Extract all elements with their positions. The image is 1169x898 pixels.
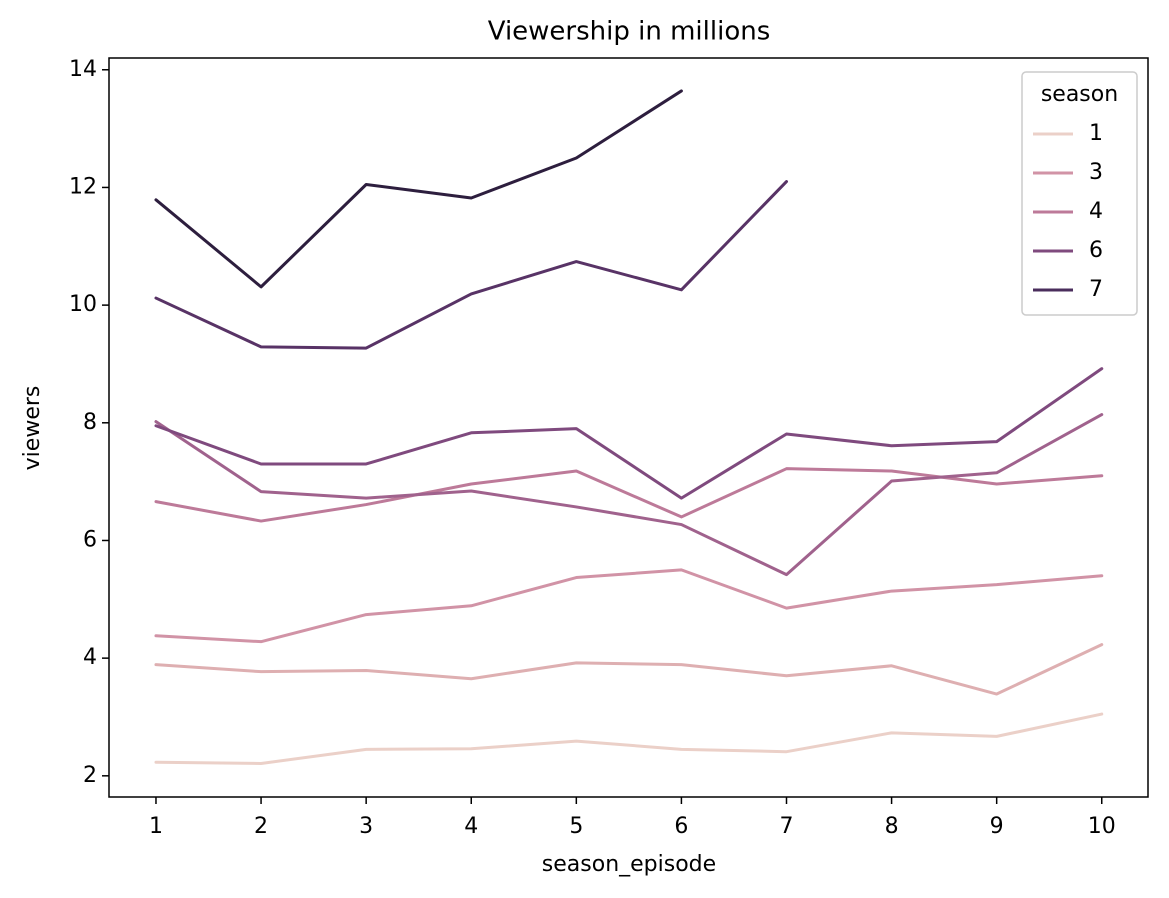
y-axis-label: viewers [20,386,45,471]
x-tick-label: 8 [885,814,899,839]
legend-label: 4 [1089,199,1103,224]
plot-frame [108,57,1149,798]
y-tick-label: 6 [83,527,97,552]
legend-box [1021,71,1138,316]
x-tick-label: 9 [990,814,1004,839]
legend-label: 1 [1089,121,1103,146]
series-line [154,180,788,350]
x-tick-label: 3 [359,814,373,839]
legend-label: 7 [1089,277,1103,302]
x-tick-label: 7 [779,814,793,839]
chart-title: Viewership in millions [488,17,771,47]
series-line [154,367,1104,500]
x-tick-label: 2 [254,814,268,839]
y-tick-label: 4 [83,645,97,670]
y-tick-label: 8 [83,410,97,435]
legend-label: 6 [1089,238,1103,263]
y-tick-label: 12 [69,174,97,199]
series-line [154,643,1104,696]
x-tick-label: 5 [569,814,583,839]
series-line [154,712,1104,765]
y-tick-label: 14 [69,57,97,82]
x-axis-label: season_episode [542,852,716,877]
legend-label: 3 [1089,160,1103,185]
series-line [154,568,1104,644]
x-tick-label: 6 [674,814,688,839]
y-tick-label: 2 [83,763,97,788]
x-tick-label: 1 [149,814,163,839]
x-tick-label: 10 [1088,814,1116,839]
legend-title: season [1041,82,1118,107]
x-tick-label: 4 [464,814,478,839]
y-tick-label: 10 [69,292,97,317]
series-line [154,413,1104,577]
series-line [154,89,683,289]
